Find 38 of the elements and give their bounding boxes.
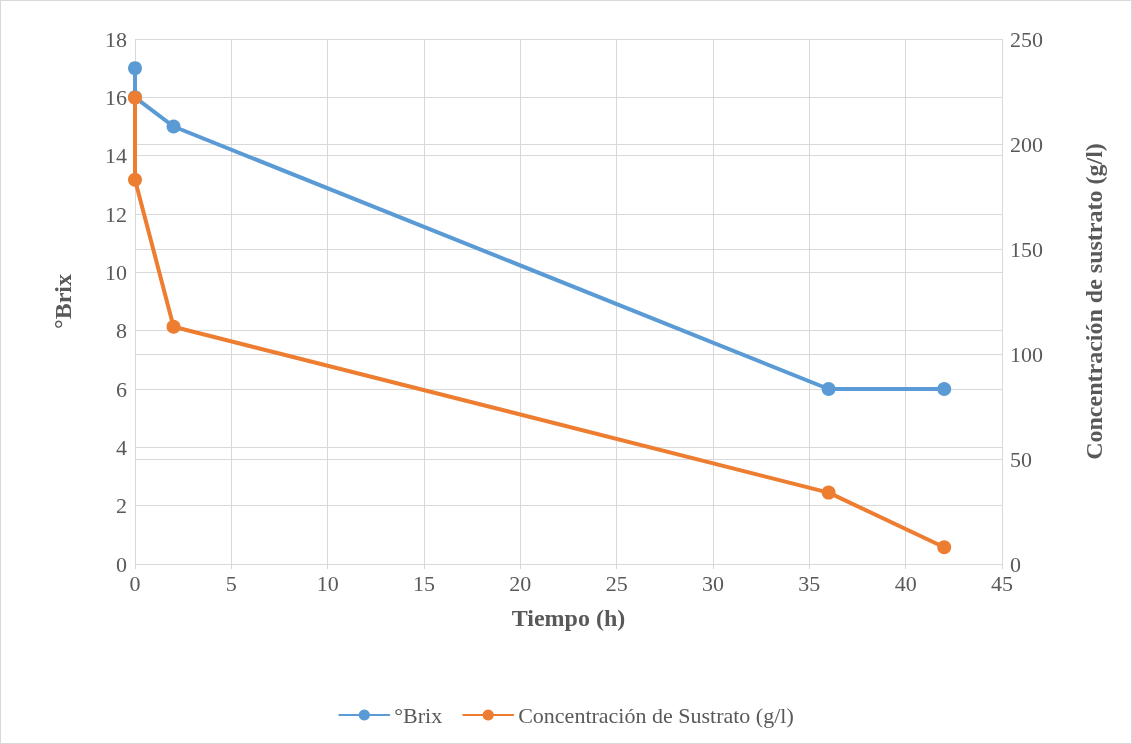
y-tick-label: 0 xyxy=(116,551,127,577)
y2-tick-label: 0 xyxy=(1010,551,1021,577)
y-tick-label: 14 xyxy=(105,143,127,169)
point xyxy=(166,119,181,134)
y-tick-label: 6 xyxy=(116,376,127,402)
y2-tick-label: 100 xyxy=(1010,341,1043,367)
point xyxy=(937,382,952,396)
point xyxy=(937,540,952,555)
x-tick-label: 25 xyxy=(605,570,628,596)
x-tick-label: 40 xyxy=(894,570,917,596)
y2-tick-label: 200 xyxy=(1010,131,1043,157)
point xyxy=(821,382,836,396)
y-tick-label: 18 xyxy=(105,26,127,52)
y2-tick-label: 50 xyxy=(1010,446,1032,472)
legend-label: Concentración de Sustrato (g/l) xyxy=(518,702,794,728)
y-tick-label: 4 xyxy=(116,434,127,460)
x-tick-label: 15 xyxy=(413,570,435,596)
point xyxy=(166,319,181,334)
x-tick-label: 5 xyxy=(225,570,237,596)
y2-tick-label: 150 xyxy=(1010,236,1043,262)
y-axis-title: °Brix xyxy=(50,274,76,329)
y-tick-label: 16 xyxy=(105,84,127,110)
x-tick-label: 45 xyxy=(991,570,1013,596)
x-tick-label: 30 xyxy=(702,570,724,596)
y-tick-label: 10 xyxy=(105,259,127,285)
x-tick-label: 10 xyxy=(316,570,339,596)
point xyxy=(821,485,836,500)
x-tick-label: 35 xyxy=(798,570,821,596)
y-tick-label: 8 xyxy=(116,318,127,344)
x-axis-title: Tiempo (h) xyxy=(511,605,626,631)
y-tick-label: 12 xyxy=(105,201,127,227)
legend-label: °Brix xyxy=(394,702,443,728)
y2-tick-label: 250 xyxy=(1010,26,1043,52)
x-tick-label: 20 xyxy=(509,570,532,596)
point xyxy=(128,61,142,76)
point xyxy=(128,172,142,187)
y-tick-label: 2 xyxy=(116,493,127,519)
y2-axis-title: Concentración de sustrato (g/l) xyxy=(1081,143,1107,460)
